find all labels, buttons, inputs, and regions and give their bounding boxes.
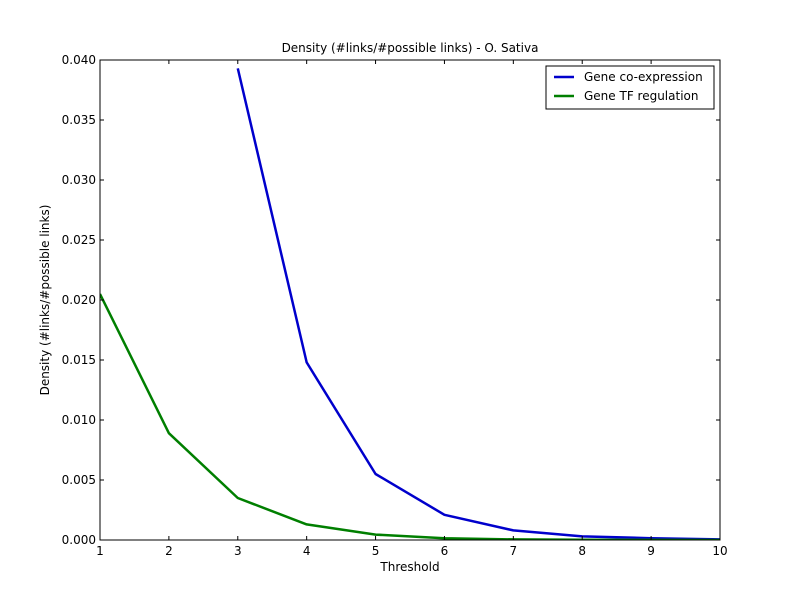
y-axis: 0.000 0.005 0.010 0.015 0.020 0.025 0.030 0.035… [62, 53, 720, 547]
legend-box [545, 65, 715, 110]
x-axis-title: Threshold [379, 560, 439, 574]
x-tick-label: 8 [578, 544, 586, 558]
plot-frame [99, 59, 721, 541]
x-tick-label: 6 [441, 544, 449, 558]
y-tick-label: 0.005 [62, 473, 96, 487]
y-tick-label: 0.035 [62, 113, 96, 127]
chart-title: Density (#links/#possible links) - O. Sa… [282, 41, 539, 55]
y-tick-label: 0.025 [62, 233, 96, 247]
x-tick-label: 10 [712, 544, 727, 558]
y-tick-label: 0.030 [62, 173, 96, 187]
series-layer [100, 68, 720, 540]
legend: Gene co-expression Gene TF regulation [545, 65, 715, 110]
series-line-gene-tf-regulation [100, 293, 720, 540]
x-tick-label: 4 [303, 544, 311, 558]
x-tick-label: 3 [234, 544, 242, 558]
legend-label-gene-co-expression: Gene co-expression [584, 70, 703, 84]
series-line-gene-co-expression [236, 68, 720, 540]
y-tick-label: 0.020 [62, 293, 96, 307]
legend-label-gene-tf-regulation: Gene TF regulation [584, 89, 698, 103]
x-tick-label: 1 [96, 544, 104, 558]
y-tick-label: 0.010 [62, 413, 96, 427]
y-tick-label: 0.040 [62, 53, 96, 67]
x-tick-label: 7 [510, 544, 518, 558]
x-tick-label: 5 [372, 544, 380, 558]
y-axis-title: Density (#links/#possible links) [38, 205, 52, 396]
y-tick-label: 0.015 [62, 353, 96, 367]
x-tick-label: 9 [647, 544, 655, 558]
x-tick-label: 2 [165, 544, 173, 558]
x-axis: 1 2 3 4 5 6 7 8 9 10 [96, 60, 728, 558]
y-tick-label: 0.000 [62, 533, 96, 547]
